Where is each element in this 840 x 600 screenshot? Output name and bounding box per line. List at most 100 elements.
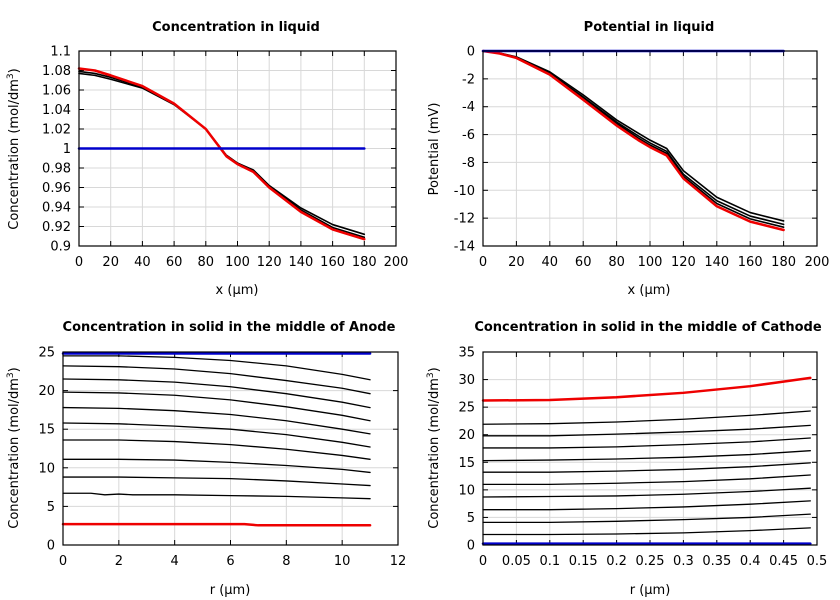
- grid: [62, 351, 399, 546]
- y-tick-label: 10: [38, 461, 55, 476]
- x-tick-label: 120: [671, 255, 696, 270]
- ticks: 0 20 40 60 80 100 120 140 160 180 200 0.9 0.92 0.94 0.…: [42, 45, 408, 271]
- x-tick-label: 160: [320, 255, 345, 270]
- series-line-intermediate-7: [482, 450, 811, 462]
- series-line-intermediate-2: [62, 365, 371, 395]
- x-tick-label: 180: [352, 255, 377, 270]
- x-tick-label: 60: [575, 255, 592, 270]
- series-group: [61, 352, 372, 527]
- y-tick-label: 0: [467, 45, 475, 60]
- y-tick-label: -12: [454, 212, 475, 227]
- x-tick-label: 140: [288, 255, 313, 270]
- ticks: 0 0.05 0.1 0.15 0.2 0.25 0.3 0.35 0.4 0.45 0.5 0 5 10…: [458, 346, 827, 570]
- x-tick-label: 200: [805, 255, 830, 270]
- x-tick-label: 60: [166, 255, 183, 270]
- x-tick-label: 0.4: [740, 554, 761, 569]
- x-axis-label: r (µm): [630, 583, 671, 598]
- series-line-intermediate-3: [482, 50, 785, 228]
- x-tick-label: 0: [75, 255, 83, 270]
- plot-frame: [78, 50, 397, 247]
- x-tick-label: 0: [479, 255, 487, 270]
- x-tick-label: 0.45: [769, 554, 798, 569]
- series-line-intermediate-3: [482, 500, 811, 511]
- y-tick-label: 0.9: [50, 240, 71, 255]
- series-line-intermediate-1: [482, 527, 811, 536]
- series-line-intermediate-5: [62, 406, 371, 435]
- chart-title: Concentration in liquid: [152, 20, 320, 35]
- x-tick-label: 6: [226, 554, 234, 569]
- series-line-intermediate-10: [482, 410, 811, 425]
- series-line-intermediate-2: [78, 70, 366, 239]
- chart-title: Concentration in solid in the middle of …: [63, 320, 396, 335]
- panel-cathode-solid: Concentration in solid in the middle of …: [426, 320, 827, 598]
- y-tick-label: 20: [458, 428, 475, 443]
- y-tick-label: -8: [462, 156, 475, 171]
- x-tick-label: 0.15: [569, 554, 598, 569]
- panel-liquid-potential: Potential in liquid x (µm) Potential (mV…: [427, 20, 829, 298]
- y-tick-label: 0: [467, 539, 475, 554]
- x-tick-label: 100: [225, 255, 250, 270]
- x-tick-label: 180: [771, 255, 796, 270]
- y-tick-label: 5: [467, 511, 475, 526]
- y-tick-label: 25: [38, 346, 55, 361]
- chart-title: Concentration in solid in the middle of …: [474, 320, 822, 335]
- series-line-final-3: [77, 67, 366, 241]
- y-tick-label: 0.98: [42, 162, 71, 177]
- y-axis-label: Concentration (mol/dm3): [6, 68, 22, 230]
- x-axis-label: r (µm): [210, 583, 251, 598]
- y-tick-label: 15: [458, 456, 475, 471]
- series-line-final-4: [481, 49, 785, 232]
- series-line-final-11: [481, 376, 812, 402]
- y-axis-label: Concentration (mol/dm3): [6, 367, 22, 529]
- y-tick-label: 35: [458, 346, 475, 361]
- series-line-intermediate-5: [482, 474, 811, 485]
- x-tick-label: 20: [102, 255, 119, 270]
- y-tick-label: 1.02: [42, 123, 71, 138]
- x-tick-label: 20: [508, 255, 525, 270]
- series-group: [77, 67, 366, 241]
- x-tick-label: 10: [334, 554, 351, 569]
- series-line-intermediate-6: [62, 422, 371, 448]
- series-line-intermediate-3: [62, 378, 371, 409]
- y-axis-label: Potential (mV): [427, 103, 442, 196]
- y-tick-label: 5: [47, 500, 55, 515]
- series-line-intermediate-1: [78, 72, 366, 236]
- series-line-intermediate-2: [482, 513, 811, 524]
- y-tick-label: -4: [462, 100, 475, 115]
- x-tick-label: 140: [704, 255, 729, 270]
- x-tick-label: 2: [115, 554, 123, 569]
- x-axis-label: x (µm): [628, 283, 671, 298]
- series-line-intermediate-1: [62, 355, 371, 381]
- y-tick-label: 20: [38, 384, 55, 399]
- y-tick-label: 0.96: [42, 181, 71, 196]
- x-tick-label: 12: [390, 554, 407, 569]
- x-tick-label: 0.5: [807, 554, 828, 569]
- series-group: [481, 49, 785, 232]
- x-tick-label: 120: [257, 255, 282, 270]
- x-tick-label: 0.25: [636, 554, 665, 569]
- x-tick-label: 100: [638, 255, 663, 270]
- x-tick-label: 0: [59, 554, 67, 569]
- series-line-intermediate-8: [62, 458, 371, 474]
- x-tick-label: 0.2: [606, 554, 627, 569]
- series-group: [481, 376, 812, 545]
- y-tick-label: 0.94: [42, 201, 71, 216]
- y-tick-label: 1.1: [50, 45, 71, 60]
- x-tick-label: 160: [738, 255, 763, 270]
- ticks: 0 20 40 60 80 100 120 140 160 180 200 -14 -12 -10 -8 -6…: [454, 45, 830, 271]
- series-line-intermediate-8: [482, 437, 811, 449]
- y-tick-label: 0.92: [42, 220, 71, 235]
- x-tick-label: 0: [479, 554, 487, 569]
- y-tick-label: 1: [63, 142, 71, 157]
- series-line-intermediate-9: [62, 476, 371, 487]
- series-line-final-11: [61, 522, 372, 527]
- series-line-intermediate-4: [482, 487, 811, 498]
- series-line-intermediate-10: [62, 492, 371, 500]
- series-line-intermediate-9: [482, 424, 811, 437]
- x-tick-label: 0.35: [702, 554, 731, 569]
- y-tick-label: 0: [47, 539, 55, 554]
- plot-frame: [62, 351, 399, 546]
- y-tick-label: 1.04: [42, 103, 71, 118]
- x-tick-label: 0.1: [539, 554, 560, 569]
